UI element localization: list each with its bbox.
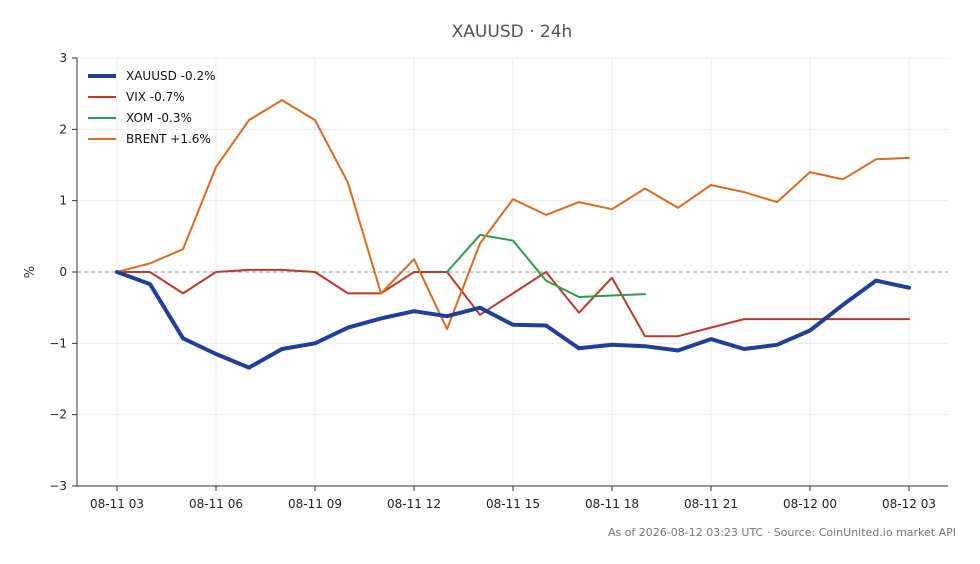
x-tick-label: 08-11 21 xyxy=(684,497,738,511)
x-tick-labels: 08-11 03 08-11 06 08-11 09 08-11 12 08-11 15… xyxy=(90,497,936,511)
x-tick-label: 08-12 00 xyxy=(783,497,837,511)
axes xyxy=(72,57,948,491)
series-line-4 xyxy=(116,99,910,331)
y-tick-label: 2 xyxy=(59,122,67,136)
x-tick-label: 08-11 15 xyxy=(486,497,540,511)
x-tick-label: 08-11 18 xyxy=(585,497,639,511)
y-tick-label: 3 xyxy=(59,51,67,65)
y-tick-label: −2 xyxy=(49,408,67,422)
series-lines xyxy=(115,99,911,370)
x-tick-label: 08-11 09 xyxy=(288,497,342,511)
y-tick-label: 0 xyxy=(59,265,67,279)
y-tick-label: 1 xyxy=(59,194,67,208)
x-tick-label: 08-11 03 xyxy=(90,497,144,511)
legend-entry: BRENT +1.6% xyxy=(126,132,211,146)
legend-entry: XAUUSD -0.2% xyxy=(126,69,215,83)
y-axis-label: % xyxy=(23,266,38,278)
series-line-1 xyxy=(115,270,911,370)
legend-entry: XOM -0.3% xyxy=(126,111,192,125)
legend: XAUUSD -0.2% VIX -0.7% XOM -0.3% BRENT +1.6… xyxy=(88,69,215,146)
y-tick-label: −3 xyxy=(49,479,67,493)
series-line-3 xyxy=(446,233,646,298)
x-tick-label: 08-11 12 xyxy=(387,497,441,511)
y-tick-labels: 3 2 1 0 −1 −2 −3 xyxy=(49,51,67,493)
chart-title: XAUUSD · 24h xyxy=(452,22,573,42)
y-tick-label: −1 xyxy=(49,336,67,350)
source-footer: As of 2026-08-12 03:23 UTC · Source: Coi… xyxy=(607,526,956,539)
x-tick-label: 08-12 03 xyxy=(882,497,936,511)
series-line-2 xyxy=(116,268,910,338)
x-tick-label: 08-11 06 xyxy=(189,497,243,511)
legend-entry: VIX -0.7% xyxy=(126,90,185,104)
